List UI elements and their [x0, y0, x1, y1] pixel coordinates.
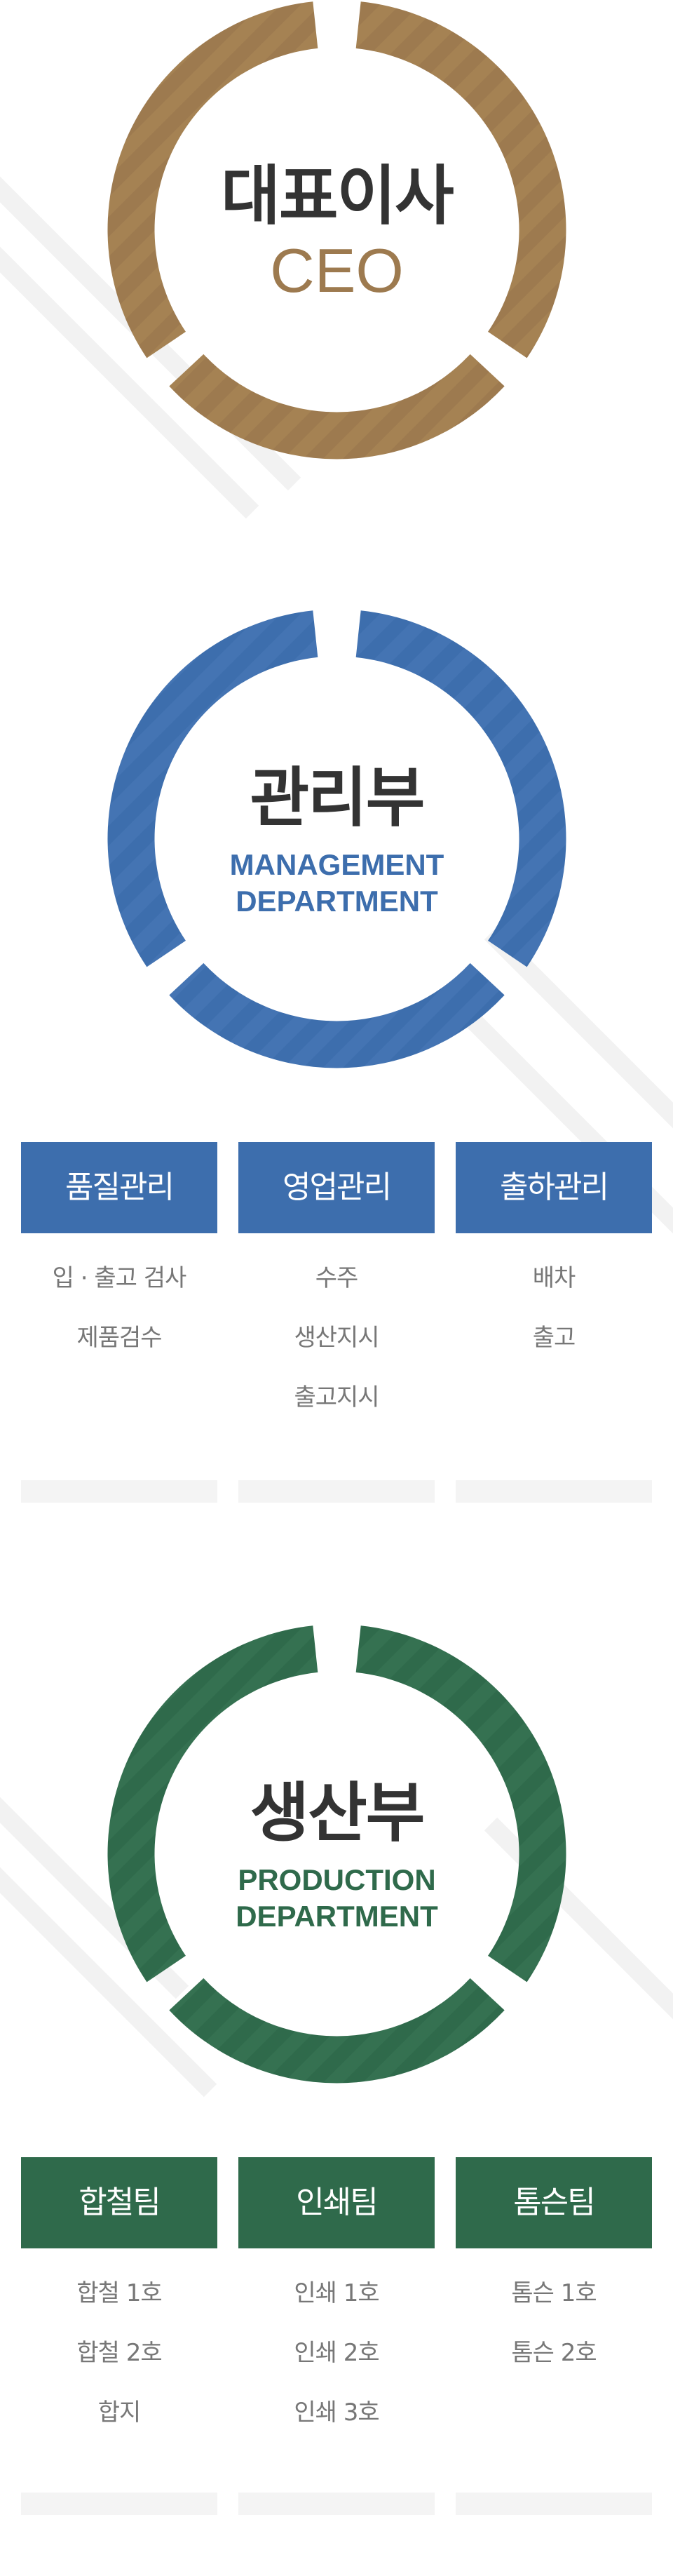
management-subtitle-line1: MANAGEMENT [229, 848, 444, 881]
team-duty-item: 입 · 출고 검사 [52, 1264, 187, 1292]
team-card: 합철팀 합철 1호 합철 2호 합지 [21, 2157, 217, 2458]
management-node: 관리부 MANAGEMENT DEPARTMENT [107, 609, 566, 1068]
team-duty-list: 배차 출고 [456, 1264, 652, 1383]
team-duty-item: 톰슨 2호 [511, 2339, 597, 2367]
production-ring [107, 1625, 566, 2084]
production-ring-segment [355, 1625, 566, 1983]
team-card: 출하관리 배차 출고 [456, 1142, 652, 1383]
production-subtitle-line2: DEPARTMENT [236, 1900, 438, 1933]
ceo-ring-segment [107, 1, 318, 358]
team-card: 품질관리 입 · 출고 검사 제품검수 [21, 1142, 217, 1383]
production-ring-segment [169, 1978, 505, 2084]
ceo-ring [107, 1, 566, 459]
team-card: 인쇄팀 인쇄 1호 인쇄 2호 인쇄 3호 [238, 2157, 435, 2458]
ceo-subtitle: CEO [270, 236, 404, 305]
team-duty-item: 출고지시 [294, 1383, 379, 1411]
ceo-ring-segment [355, 1, 566, 358]
team-name: 영업관리 [238, 1142, 435, 1233]
team-duty-list: 톰슨 1호 톰슨 2호 [456, 2279, 652, 2399]
card-footer-bar [21, 1480, 217, 1503]
team-card: 톰슨팀 톰슨 1호 톰슨 2호 [456, 2157, 652, 2399]
management-title: 관리부 [250, 760, 426, 836]
card-footer-bar [238, 1480, 435, 1503]
production-title: 생산부 [250, 1776, 426, 1851]
management-ring-segment [355, 610, 566, 967]
card-footer-bar [456, 2493, 652, 2515]
team-duty-item: 생산지시 [294, 1324, 379, 1352]
team-duty-item: 합철 1호 [76, 2279, 162, 2307]
team-duty-list: 입 · 출고 검사 제품검수 [21, 1264, 217, 1383]
management-subtitle-line2: DEPARTMENT [236, 885, 438, 918]
team-name: 품질관리 [21, 1142, 217, 1233]
team-name: 인쇄팀 [238, 2157, 435, 2248]
team-name: 출하관리 [456, 1142, 652, 1233]
management-ring-segment [169, 962, 505, 1068]
ceo-title: 대표이사 [221, 159, 454, 234]
team-duty-item: 제품검수 [76, 1324, 162, 1352]
team-duty-item: 인쇄 2호 [294, 2339, 379, 2367]
team-name: 톰슨팀 [456, 2157, 652, 2248]
management-ring-segment [107, 610, 318, 967]
team-card: 영업관리 수주 생산지시 출고지시 [238, 1142, 435, 1443]
team-duty-item: 합지 [97, 2399, 142, 2427]
management-ring [107, 610, 566, 1068]
production-node: 생산부 PRODUCTION DEPARTMENT [107, 1624, 566, 2084]
team-duty-list: 수주 생산지시 출고지시 [238, 1264, 435, 1443]
team-duty-item: 수주 [315, 1264, 359, 1292]
card-footer-bar [456, 1480, 652, 1503]
team-duty-item: 배차 [532, 1264, 576, 1292]
team-duty-list: 합철 1호 합철 2호 합지 [21, 2279, 217, 2458]
team-duty-item: 합철 2호 [76, 2339, 162, 2367]
card-footer-bar [21, 2493, 217, 2515]
team-duty-item: 출고 [532, 1324, 576, 1352]
ceo-node: 대표이사 CEO [107, 0, 566, 459]
production-subtitle-line1: PRODUCTION [238, 1863, 436, 1896]
team-duty-item: 톰슨 1호 [511, 2279, 597, 2307]
production-ring-segment [107, 1625, 318, 1983]
ceo-ring-segment [169, 354, 505, 459]
team-name: 합철팀 [21, 2157, 217, 2248]
team-duty-item: 인쇄 1호 [294, 2279, 379, 2307]
card-footer-bar [238, 2493, 435, 2515]
team-duty-list: 인쇄 1호 인쇄 2호 인쇄 3호 [238, 2279, 435, 2458]
team-duty-item: 인쇄 3호 [294, 2399, 379, 2427]
